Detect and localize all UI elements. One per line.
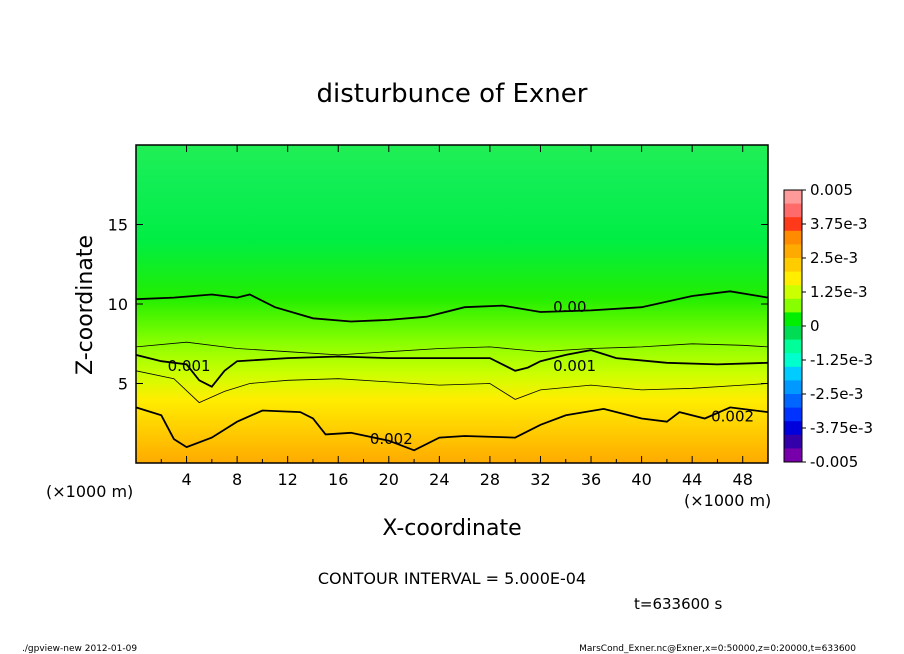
x-tick-label: 4 (181, 470, 191, 489)
chart-title: disturbunce of Exner (317, 79, 588, 109)
colorbar-label: 0.005 (810, 181, 853, 199)
colorbar-swatch (784, 380, 802, 395)
colorbar-swatch (784, 366, 802, 381)
y-axis-label: Z-coordinate (73, 235, 98, 375)
x-axis-label: X-coordinate (382, 516, 521, 541)
colorbar-swatch (784, 312, 802, 327)
colorbar-swatch (784, 394, 802, 409)
colorbar-swatch (784, 271, 802, 286)
contour-label: 0.001 (168, 357, 211, 375)
contour-label: 0.00 (553, 298, 586, 316)
y-tick-label: 15 (108, 216, 128, 235)
colorbar-swatch (784, 285, 802, 300)
colorbar-swatch (784, 434, 802, 449)
x-tick-label: 16 (328, 470, 348, 489)
contour-label: 0.002 (711, 408, 754, 426)
colorbar-label: -3.75e-3 (810, 419, 873, 437)
colorbar-label: -0.005 (810, 453, 858, 471)
y-tick-label: 5 (118, 375, 128, 394)
contour-lines: 0.00 0.001 0.001 0.002 0.002 (136, 290, 768, 452)
x-tick-label: 36 (581, 470, 601, 489)
x-axis: 4 8 12 16 20 24 28 32 36 40 44 48 (160, 145, 753, 489)
x-tick-label: 12 (278, 470, 298, 489)
contour-line (136, 290, 768, 323)
colorbar-swatch (784, 339, 802, 354)
colorbar-label: -1.25e-3 (810, 351, 873, 369)
x-tick-label: 32 (530, 470, 550, 489)
colorbar-swatch (784, 258, 802, 273)
x-tick-label: 8 (232, 470, 242, 489)
x-tick-label: 48 (733, 470, 753, 489)
contour-line (136, 406, 768, 452)
contour-label: 0.001 (553, 357, 596, 375)
x-unit-label: (×1000 m) (46, 482, 133, 501)
colorbar-swatch (784, 244, 802, 259)
contour-line (136, 370, 768, 404)
contour-line (136, 349, 768, 388)
colorbar-label: 2.5e-3 (810, 249, 858, 267)
colorbar-swatch (784, 190, 802, 205)
colorbar-swatch (784, 298, 802, 313)
colorbar-swatch (784, 421, 802, 436)
x-tick-label: 24 (429, 470, 449, 489)
colorbar-labels: 0.005 3.75e-3 2.5e-3 1.25e-3 0 -1.25e-3 -2.5e-… (802, 181, 873, 471)
x-tick-label: 44 (682, 470, 702, 489)
colorbar-swatch (784, 448, 802, 463)
colorbar-label: 0 (810, 317, 820, 335)
footer-left: ./gpview-new 2012-01-09 (22, 644, 137, 654)
plot-field (136, 145, 768, 463)
x-tick-label: 40 (631, 470, 651, 489)
x-unit-label-right: (×1000 m) (684, 491, 771, 510)
y-tick-label: 10 (108, 295, 128, 314)
contour-line (136, 341, 768, 356)
colorbar-swatch (784, 407, 802, 422)
colorbar-label: 1.25e-3 (810, 283, 868, 301)
contour-interval: CONTOUR INTERVAL = 5.000E-04 (318, 569, 586, 588)
x-tick-label: 20 (379, 470, 399, 489)
colorbar-swatch (784, 230, 802, 245)
colorbar-swatch (784, 326, 802, 341)
x-tick-label: 28 (480, 470, 500, 489)
colorbar-label: 3.75e-3 (810, 215, 868, 233)
time-stamp: t=633600 s (634, 595, 722, 613)
colorbar (783, 189, 803, 463)
colorbar-swatch (784, 203, 802, 218)
colorbar-label: -2.5e-3 (810, 385, 863, 403)
colorbar-swatch (784, 353, 802, 368)
y-axis: 5 10 15 (108, 216, 768, 394)
colorbar-swatch (784, 217, 802, 232)
contour-label: 0.002 (370, 430, 413, 448)
footer-right: MarsCond_Exner.nc@Exner,x=0:50000,z=0:20… (579, 644, 856, 654)
